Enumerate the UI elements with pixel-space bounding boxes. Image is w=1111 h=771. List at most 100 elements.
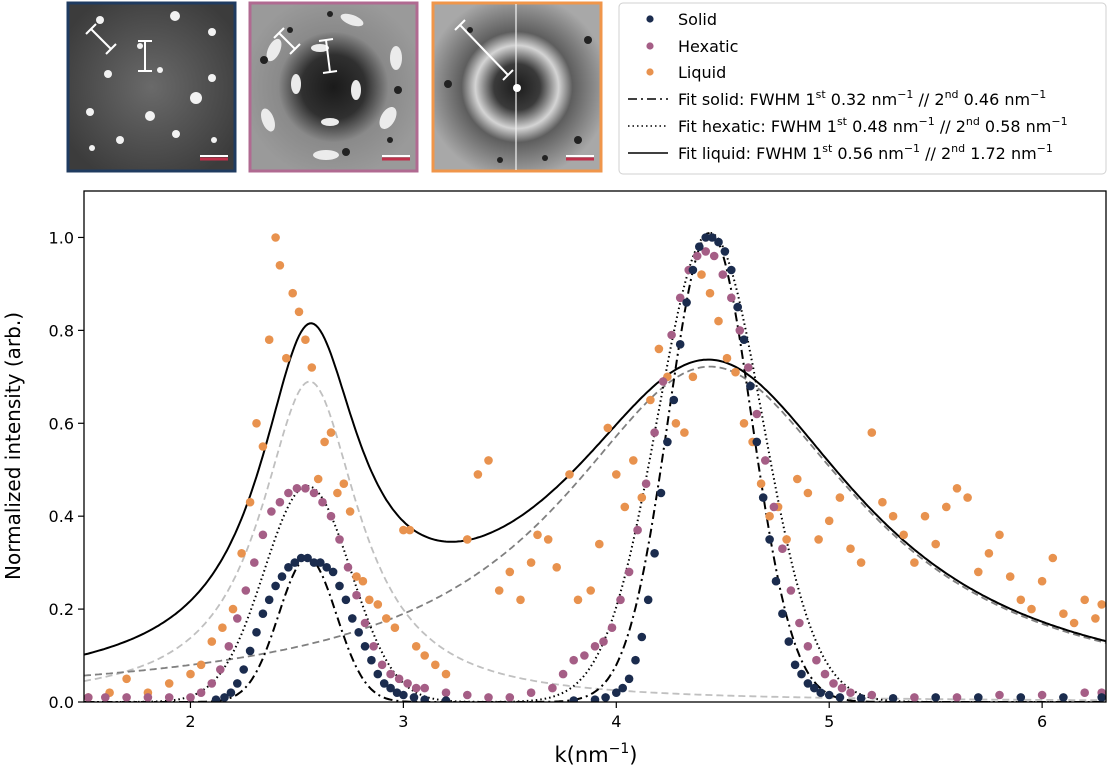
hexatic-point (846, 688, 855, 697)
y-tick-label: 0.0 (49, 693, 74, 712)
solid-point (590, 695, 600, 702)
solid-point (348, 614, 357, 623)
inset-solid-frame (66, 1, 237, 173)
liquid-point (252, 419, 261, 428)
solid-point (211, 695, 221, 702)
hexatic-point (569, 655, 578, 665)
solid-point (739, 335, 749, 345)
solid-point (409, 693, 419, 702)
solid-point (367, 655, 376, 665)
hexatic-point (641, 479, 651, 489)
y-tick-label: 0.6 (49, 414, 74, 433)
solid-point (752, 437, 762, 447)
solid-points (211, 233, 1106, 702)
solid-point (682, 298, 691, 307)
liquid-point (739, 419, 749, 428)
hexatic-point (590, 642, 600, 651)
legend-entry: Hexatic (646, 37, 738, 56)
solid-point (669, 395, 679, 405)
inset-hexatic-frame (248, 1, 419, 173)
hexatic-point (786, 586, 796, 595)
liquid-point (931, 539, 940, 549)
liquid-point (731, 367, 740, 377)
hexatic-point (275, 497, 285, 507)
liquid-point (646, 395, 655, 405)
solid-point (824, 690, 834, 700)
liquid-point (846, 544, 855, 553)
hexatic-point (658, 377, 668, 386)
liquid-point (333, 488, 342, 498)
liquid-point (420, 651, 430, 660)
liquid-point (952, 484, 962, 493)
liquid-point (942, 502, 951, 512)
solid-point (360, 642, 370, 651)
legend-label: Fit hexatic: FWHM 1st 0.48 nm−1 // 2nd 0… (678, 115, 1068, 136)
liquid-point (271, 233, 280, 242)
liquid-point (275, 261, 285, 270)
hexatic-point (463, 690, 472, 700)
liquid-point (320, 437, 329, 447)
legend-entry: Fit solid: FWHM 1st 0.32 nm−1 // 2nd 0.4… (628, 88, 1046, 109)
liquid-point (1005, 572, 1015, 581)
solid-point (601, 693, 610, 702)
hexatic-point (335, 535, 344, 544)
hexatic-point (394, 674, 404, 684)
hexatic-point (258, 530, 268, 540)
hexatic-point (735, 326, 745, 335)
liquid-point (382, 614, 391, 623)
liquid-point (186, 669, 195, 679)
x-axis-ticks: 2 3 4 5 6 (185, 702, 1047, 731)
solid-spacing-markers (85, 23, 152, 72)
hexatic-point (164, 693, 174, 702)
solid-point (1059, 693, 1068, 702)
hexatic-point (580, 651, 589, 660)
solid-point (226, 688, 236, 697)
solid-point (322, 563, 332, 572)
hexatic-point (995, 690, 1004, 700)
solid-point (931, 693, 940, 702)
legend-entry: Liquid (646, 63, 726, 82)
liquid-point (516, 595, 525, 605)
liquid-point (196, 660, 206, 670)
liquid-point (782, 535, 791, 544)
solid-point (778, 609, 787, 618)
liquid-point (1069, 618, 1079, 628)
hexatic-point (360, 618, 370, 628)
hexatic-point (403, 679, 412, 688)
liquid-point (411, 642, 421, 651)
liquid-point (974, 567, 983, 577)
solid-point (618, 683, 627, 693)
solid-point (675, 340, 685, 349)
solid-point (974, 693, 983, 702)
liquid-point (705, 288, 715, 298)
solid-point (420, 695, 429, 702)
liquid-point (637, 493, 647, 502)
hexatic-point (633, 525, 642, 535)
hexatic-point (867, 690, 877, 700)
solid-point (354, 628, 364, 637)
x-tick-label: 4 (611, 712, 621, 731)
liquid-point (494, 586, 504, 595)
liquid-point (910, 558, 919, 567)
hexatic-point (952, 693, 962, 702)
solid-point (316, 558, 325, 567)
solid-point (335, 581, 344, 591)
solid-point (733, 302, 742, 312)
inset-solid-diffraction (66, 1, 237, 173)
liquid-point (207, 637, 217, 646)
liquid-point (793, 474, 802, 484)
liquid-point (899, 530, 908, 540)
liquid-point (282, 353, 291, 363)
liquid-point (671, 419, 681, 428)
liquid-point (573, 595, 583, 605)
liquid-point (218, 623, 227, 632)
component-1-curve (84, 365, 1106, 677)
liquid-point (835, 493, 845, 502)
liquid-point (352, 572, 361, 581)
legend-marker (646, 15, 654, 23)
hexatic-point (675, 293, 685, 303)
hexatic-point (558, 669, 568, 679)
hexatic-point (650, 428, 659, 437)
liquid-point (441, 669, 451, 679)
